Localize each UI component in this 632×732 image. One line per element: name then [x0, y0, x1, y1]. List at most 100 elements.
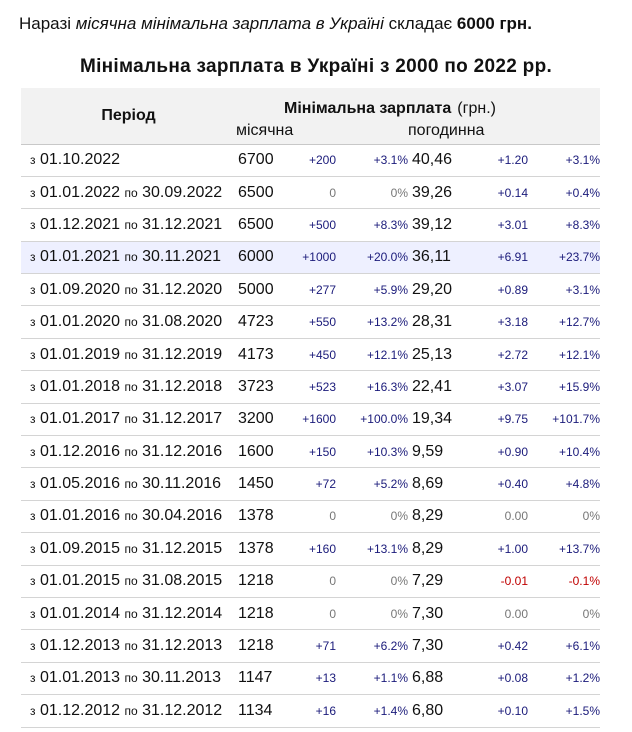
monthly-percent: +3.1% [373, 153, 408, 168]
monthly-percent: +10.3% [366, 444, 408, 459]
table-row: з 01.01.2022 по 30.09.2022 6500 0 0% 39,26 +0… [21, 176, 600, 209]
header-hourly: погодинна [408, 118, 600, 145]
period-cell: з 01.01.2022 по 30.09.2022 [21, 176, 236, 208]
monthly-percent: +1.1% [373, 671, 408, 686]
period-cell: з 01.01.2021 по 30.11.2021 [21, 241, 236, 273]
monthly-percent: +100.0% [360, 412, 408, 427]
hourly-delta: +0.10 [497, 703, 528, 718]
hourly-value: 8,29 [412, 539, 444, 557]
hourly-percent: +101.7% [552, 412, 600, 427]
monthly-value: 6500 [238, 215, 274, 233]
table-row: з 01.12.2016 по 31.12.2016 1600 +150 +10.3%… [21, 436, 600, 468]
date-from: 01.01.2017 [39, 410, 121, 428]
date-from: 01.01.2020 [39, 313, 121, 331]
monthly-delta: +450 [308, 347, 336, 362]
date-to: 31.12.2018 [142, 377, 223, 395]
to-word: по [124, 606, 138, 621]
date-to: 30.11.2021 [142, 248, 222, 266]
monthly-delta: +277 [308, 282, 336, 297]
hourly-delta: +0.89 [497, 282, 528, 297]
page-title: Мінімальна зарплата в Україні з 2000 по … [79, 56, 553, 77]
monthly-delta: +550 [308, 315, 336, 330]
monthly-value: 1218 [238, 604, 274, 622]
hourly-percent: +3.1% [565, 282, 600, 297]
hourly-delta: +9.75 [497, 412, 528, 427]
table-row: з 01.01.2021 по 30.11.2021 6000 +1000 +20.0… [21, 241, 600, 274]
monthly-percent: +1.4% [373, 703, 408, 718]
monthly-value: 1134 [238, 701, 273, 719]
from-word: з [30, 703, 36, 718]
date-from: 01.01.2015 [39, 572, 121, 590]
monthly-percent: 0% [390, 185, 408, 200]
header-period: Період [21, 88, 236, 145]
hourly-value: 6,88 [412, 669, 444, 687]
monthly-delta: +160 [308, 541, 336, 556]
monthly-value: 1218 [238, 572, 274, 590]
date-from: 01.09.2015 [39, 539, 121, 557]
table-row: з 01.12.2013 по 31.12.2013 1218 +71 +6.2% 7,… [21, 630, 600, 663]
to-word: по [124, 444, 138, 459]
monthly-value: 1450 [238, 475, 274, 493]
from-word: з [30, 412, 36, 427]
hourly-delta: +6.91 [497, 250, 528, 265]
from-word: з [30, 574, 36, 589]
hourly-percent: 0% [582, 606, 600, 621]
header-salary: Мінімальна зарплата (грн.) [236, 88, 600, 118]
hourly-percent: +10.4% [558, 444, 600, 459]
monthly-percent: 0% [390, 606, 408, 621]
hourly-value: 6,80 [412, 701, 444, 719]
period-cell: з 01.12.2016 по 31.12.2016 [21, 436, 236, 468]
from-word: з [30, 509, 36, 524]
hourly-percent: +13.7% [558, 541, 600, 556]
date-from: 01.01.2013 [39, 669, 121, 687]
from-word: з [30, 315, 36, 330]
monthly-percent: +16.3% [366, 379, 408, 394]
monthly-delta: +150 [308, 444, 336, 459]
hourly-percent: +1.5% [565, 703, 600, 718]
monthly-value: 1218 [238, 637, 274, 655]
table-body: з 01.10.2022 6700 +200 +3.1% 40,46 +1.20 +3.1%… [21, 144, 600, 728]
header-unit: (грн.) [457, 100, 496, 117]
monthly-delta: +72 [315, 477, 336, 492]
date-to: 30.11.2016 [142, 475, 222, 493]
to-word: по [124, 639, 138, 654]
to-word: по [124, 412, 138, 427]
from-word: з [30, 217, 36, 232]
header-salary-label: Мінімальна зарплата [284, 100, 452, 117]
hourly-value: 28,31 [412, 313, 453, 331]
date-to: 31.12.2019 [142, 345, 223, 363]
hourly-percent: +23.7% [558, 250, 600, 265]
period-cell: з 01.05.2016 по 30.11.2016 [21, 468, 236, 500]
hourly-percent: +12.7% [558, 315, 600, 330]
hourly-value: 40,46 [412, 151, 453, 169]
period-cell: з 01.01.2018 по 31.12.2018 [21, 371, 236, 403]
hourly-value: 36,11 [412, 248, 451, 266]
to-word: по [124, 541, 138, 556]
monthly-delta: +500 [308, 217, 336, 232]
hourly-value: 22,41 [412, 377, 453, 395]
header-monthly: місячна [236, 118, 408, 145]
hourly-percent: +15.9% [558, 379, 600, 394]
date-to: 31.12.2015 [142, 539, 223, 557]
table-row: з 01.01.2016 по 30.04.2016 1378 0 0% 8,29 0.0… [21, 500, 600, 533]
table-row: з 01.09.2015 по 31.12.2015 1378 +160 +13.1%… [21, 533, 600, 566]
intro-amount: 6000 грн. [456, 14, 532, 33]
monthly-delta: 0 [329, 509, 336, 524]
hourly-percent: 0% [582, 509, 600, 524]
monthly-value: 5000 [238, 280, 274, 298]
date-to: 31.08.2015 [142, 572, 223, 590]
table-row: з 01.01.2014 по 31.12.2014 1218 0 0% 7,30 0.0… [21, 597, 600, 630]
monthly-delta: +523 [308, 379, 336, 394]
hourly-delta: +3.01 [497, 217, 528, 232]
date-to: 31.12.2016 [142, 442, 223, 460]
hourly-delta: +2.72 [497, 347, 528, 362]
date-to: 31.12.2017 [142, 410, 223, 428]
table-row: з 01.12.2021 по 31.12.2021 6500 +500 +8.3% 3… [21, 209, 600, 242]
date-from: 01.12.2012 [39, 701, 121, 719]
period-cell: з 01.01.2020 по 31.08.2020 [21, 306, 236, 338]
hourly-delta: 0.00 [504, 606, 528, 621]
from-word: з [30, 477, 36, 492]
intro-prefix: Наразі [19, 14, 76, 33]
hourly-value: 9,59 [412, 442, 444, 460]
hourly-delta: +0.40 [497, 477, 528, 492]
